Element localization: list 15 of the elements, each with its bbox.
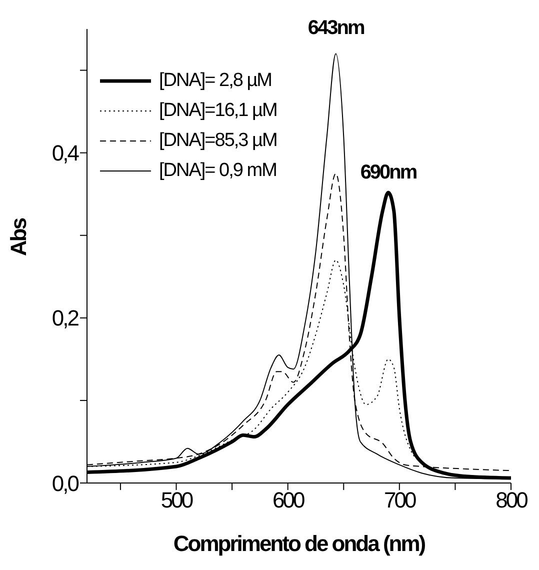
x-tick-label: 700	[384, 488, 417, 513]
annotation: 690nm	[360, 161, 417, 184]
y-tick-label: 0,4	[52, 140, 80, 166]
legend-label: [DNA]= 0,9 mM	[159, 160, 276, 182]
legend-label: [DNA]=16,1 µM	[159, 100, 277, 122]
x-axis-title: Comprimento de onda (nm)	[173, 531, 426, 556]
x-tick-label: 500	[160, 488, 194, 513]
legend-label: [DNA]=85,3 µM	[159, 130, 277, 152]
annotation: 643nm	[308, 16, 364, 39]
y-tick-label: 0,0	[52, 470, 80, 496]
x-tick-label: 600	[272, 488, 305, 513]
x-tick-label: 800	[496, 488, 528, 513]
y-axis-title: Abs	[6, 218, 31, 256]
y-tick-label: 0,2	[52, 306, 80, 331]
legend-label: [DNA]= 2,8 µM	[159, 70, 272, 92]
